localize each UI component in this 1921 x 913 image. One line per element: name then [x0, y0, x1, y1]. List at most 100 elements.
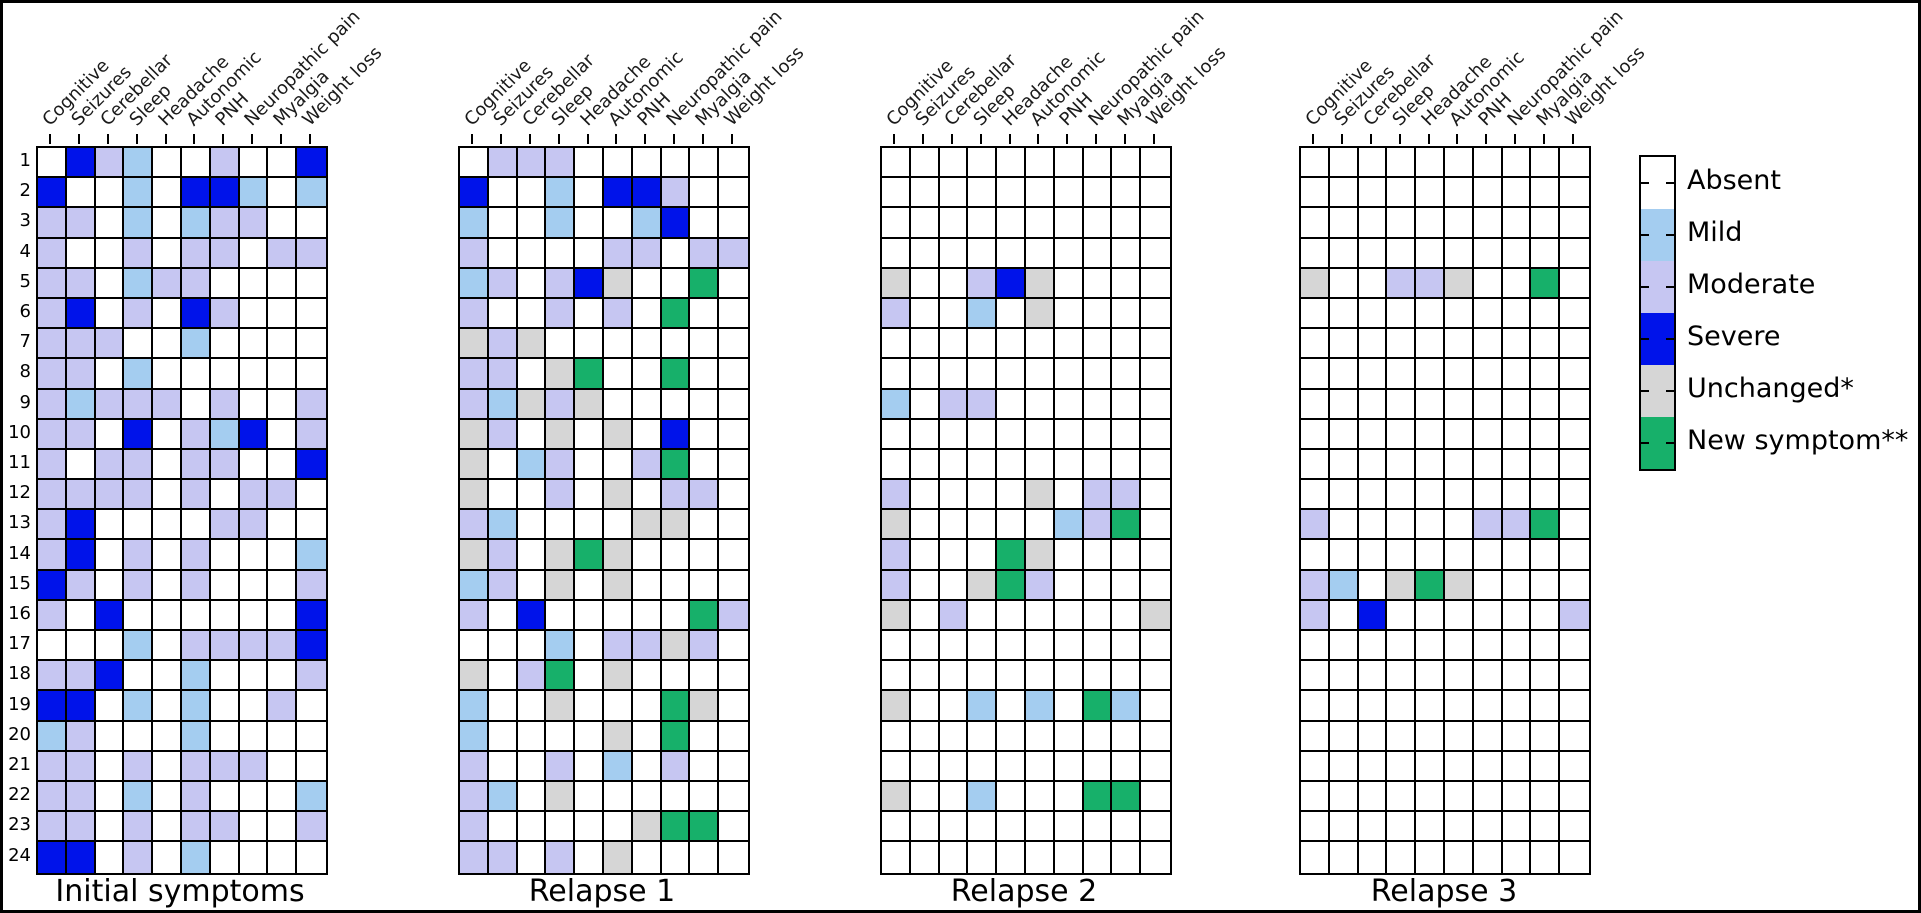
heatmap-cell	[239, 298, 269, 330]
heatmap-cell	[1473, 329, 1503, 360]
heatmap-cell	[1444, 480, 1474, 511]
heatmap-cell	[488, 691, 518, 722]
heatmap-cell	[603, 208, 633, 239]
heatmap-cell	[1329, 419, 1359, 450]
heatmap-cell	[1502, 480, 1532, 511]
heatmap-cell	[632, 148, 662, 179]
heatmap-cell	[997, 238, 1026, 269]
heatmap-cell	[210, 359, 240, 390]
heatmap-cell	[1112, 480, 1142, 511]
heatmap-cell	[1083, 812, 1113, 843]
row-label: 13	[8, 512, 31, 534]
heatmap-cell	[1329, 449, 1359, 481]
heatmap-cell	[1112, 419, 1142, 450]
heatmap-cell	[1473, 389, 1503, 420]
heatmap-cell	[939, 721, 969, 752]
heatmap-cell	[690, 812, 720, 843]
legend-swatch-U	[1641, 365, 1674, 417]
heatmap-cell	[268, 389, 298, 420]
heatmap-cell	[517, 268, 547, 299]
heatmap-cell	[546, 600, 576, 631]
heatmap-cell	[661, 812, 691, 843]
legend-label: Moderate	[1687, 269, 1816, 300]
heatmap-cell	[66, 812, 96, 843]
row-label: 1	[19, 150, 31, 171]
heatmap-cell	[488, 178, 518, 209]
heatmap-cell	[1531, 721, 1561, 752]
heatmap-cell	[66, 691, 96, 722]
heatmap-cell	[124, 631, 154, 662]
heatmap-cell	[1358, 389, 1388, 420]
heatmap-cell	[1358, 329, 1388, 360]
heatmap-cell	[1329, 298, 1359, 330]
heatmap-cell	[632, 661, 662, 692]
heatmap-cell	[517, 510, 547, 541]
heatmap-cell	[968, 329, 998, 360]
heatmap-cell	[1387, 600, 1417, 631]
heatmap-cell	[517, 600, 547, 631]
heatmap-cell	[997, 661, 1026, 692]
heatmap-cell	[939, 449, 969, 481]
heatmap-cell	[488, 540, 518, 571]
legend-label: New symptom**	[1687, 425, 1909, 456]
heatmap-cell	[1025, 238, 1055, 269]
heatmap-cell	[661, 570, 691, 601]
heatmap-cell	[517, 781, 547, 813]
heatmap-cell	[997, 600, 1026, 631]
heatmap-cell	[1329, 268, 1359, 299]
heatmap-cell	[488, 480, 518, 511]
heatmap-cell	[1025, 389, 1055, 420]
heatmap-cell	[690, 842, 720, 873]
heatmap-cell	[939, 178, 969, 209]
heatmap-cell	[1531, 359, 1561, 390]
heatmap-cell	[1141, 540, 1170, 571]
heatmap-cell	[690, 751, 720, 782]
heatmap-cell	[968, 540, 998, 571]
column-tick	[1037, 134, 1040, 144]
heatmap-cell	[968, 480, 998, 511]
heatmap-cell	[661, 751, 691, 782]
heatmap-cell	[124, 238, 154, 269]
heatmap-cell	[1301, 298, 1330, 330]
heatmap-cell	[95, 148, 125, 179]
heatmap-cell	[910, 148, 940, 179]
heatmap-cell	[661, 389, 691, 420]
heatmap-cell	[939, 238, 969, 269]
heatmap-cell	[181, 449, 211, 481]
heatmap-cell	[95, 480, 125, 511]
heatmap-cell	[1560, 268, 1589, 299]
heatmap-cell	[38, 148, 67, 179]
legend-swatch-N	[1641, 417, 1674, 469]
row-label: 14	[8, 542, 31, 564]
heatmap-cell	[1416, 842, 1445, 873]
column-tick	[164, 134, 167, 144]
heatmap-cell	[575, 419, 604, 450]
heatmap-cell	[1560, 661, 1589, 692]
heatmap-cell	[910, 208, 940, 239]
heatmap-cell	[1387, 178, 1417, 209]
heatmap-cell	[210, 238, 240, 269]
heatmap-cell	[124, 298, 154, 330]
heatmap-cell	[1083, 208, 1113, 239]
heatmap-cell	[210, 540, 240, 571]
heatmap-cell	[181, 178, 211, 209]
heatmap-cell	[1141, 600, 1170, 631]
heatmap-cell	[1444, 842, 1474, 873]
heatmap-cell	[546, 359, 576, 390]
heatmap-cell	[882, 721, 911, 752]
legend-tick	[1666, 182, 1674, 184]
heatmap-cell	[939, 540, 969, 571]
heatmap-cell	[603, 510, 633, 541]
heatmap-cell	[1444, 449, 1474, 481]
heatmap-cell	[719, 600, 748, 631]
heatmap-cell	[661, 510, 691, 541]
heatmap-cell	[690, 510, 720, 541]
heatmap-cell	[1416, 510, 1445, 541]
heatmap-cell	[124, 812, 154, 843]
heatmap-cell	[719, 781, 748, 813]
heatmap-cell	[882, 631, 911, 662]
heatmap-cell	[968, 148, 998, 179]
heatmap-cell	[603, 329, 633, 360]
heatmap-cell	[546, 268, 576, 299]
heatmap-cell	[488, 268, 518, 299]
